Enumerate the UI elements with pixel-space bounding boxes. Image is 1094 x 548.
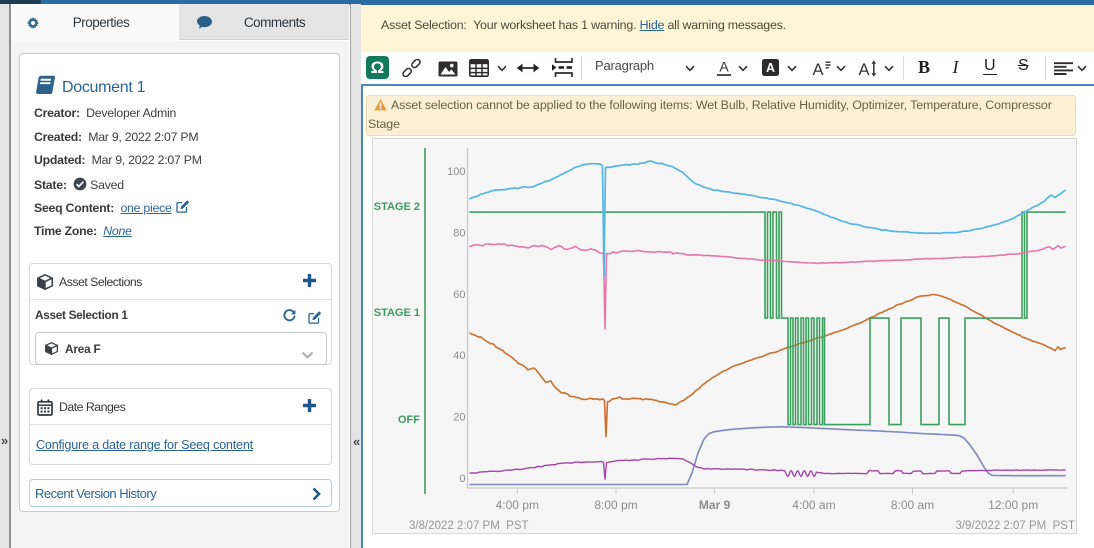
- svg-text:STAGE 2: STAGE 2: [374, 201, 420, 213]
- svg-text:A: A: [858, 61, 869, 77]
- svg-text:60: 60: [453, 289, 465, 301]
- svg-text:Ω: Ω: [371, 58, 385, 77]
- svg-text:4:00 pm: 4:00 pm: [496, 498, 539, 512]
- svg-text:A: A: [812, 61, 823, 77]
- svg-text:OFF: OFF: [398, 414, 420, 426]
- svg-text:0: 0: [459, 473, 465, 485]
- svg-text:Mar 9: Mar 9: [699, 498, 731, 512]
- svg-text:3/9/2022 2:07 PM PST: 3/9/2022 2:07 PM PST: [955, 520, 1075, 532]
- svg-text:4:00 am: 4:00 am: [792, 498, 835, 512]
- svg-text:100: 100: [447, 166, 465, 178]
- svg-text:A: A: [719, 60, 729, 75]
- svg-text:STAGE 1: STAGE 1: [374, 307, 420, 319]
- svg-text:80: 80: [453, 227, 465, 239]
- svg-text:8:00 pm: 8:00 pm: [594, 498, 637, 512]
- svg-text:20: 20: [453, 412, 465, 424]
- svg-text:8:00 am: 8:00 am: [891, 498, 934, 512]
- svg-text:3/8/2022 2:07 PM PST: 3/8/2022 2:07 PM PST: [409, 520, 529, 532]
- svg-text:40: 40: [453, 350, 465, 362]
- svg-text:A: A: [766, 61, 775, 75]
- svg-text:12:00 pm: 12:00 pm: [988, 498, 1038, 512]
